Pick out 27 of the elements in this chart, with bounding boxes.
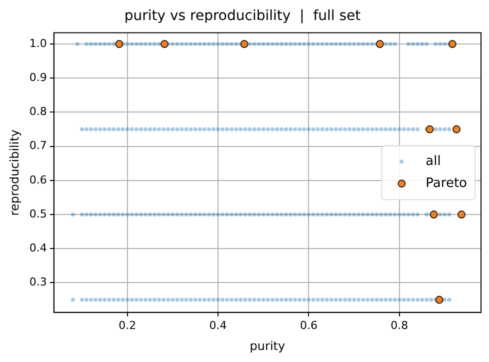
legend-label: all xyxy=(426,154,441,169)
point xyxy=(458,210,466,219)
x-axis-title: purity xyxy=(250,338,286,353)
point xyxy=(430,210,438,219)
legend-label: Pareto xyxy=(426,176,468,191)
y-tick-label: 0.5 xyxy=(29,207,47,220)
chart-title: purity vs reproducibility | full set xyxy=(124,8,362,24)
x-tick-label: 0.4 xyxy=(209,318,227,332)
y-tick-label: 0.9 xyxy=(29,71,47,84)
point xyxy=(160,40,169,48)
point xyxy=(376,40,384,48)
x-tick-label: 0.6 xyxy=(300,318,318,332)
point xyxy=(426,125,434,134)
point xyxy=(435,296,444,304)
point xyxy=(115,40,124,48)
point xyxy=(452,125,461,134)
y-tick-label: 0.8 xyxy=(29,105,47,118)
y-tick-label: 0.3 xyxy=(29,276,47,289)
y-tick-label: 0.7 xyxy=(29,139,47,152)
y-tick-label: 0.4 xyxy=(29,241,47,254)
point xyxy=(240,40,248,48)
x-tick-label: 0.2 xyxy=(118,318,136,332)
y-tick-label: 0.6 xyxy=(29,173,47,186)
y-tick-label: 1.0 xyxy=(29,36,47,50)
y-axis-title: reproducibility xyxy=(7,129,22,216)
point xyxy=(448,40,456,48)
x-tick-label: 0.8 xyxy=(390,318,408,332)
